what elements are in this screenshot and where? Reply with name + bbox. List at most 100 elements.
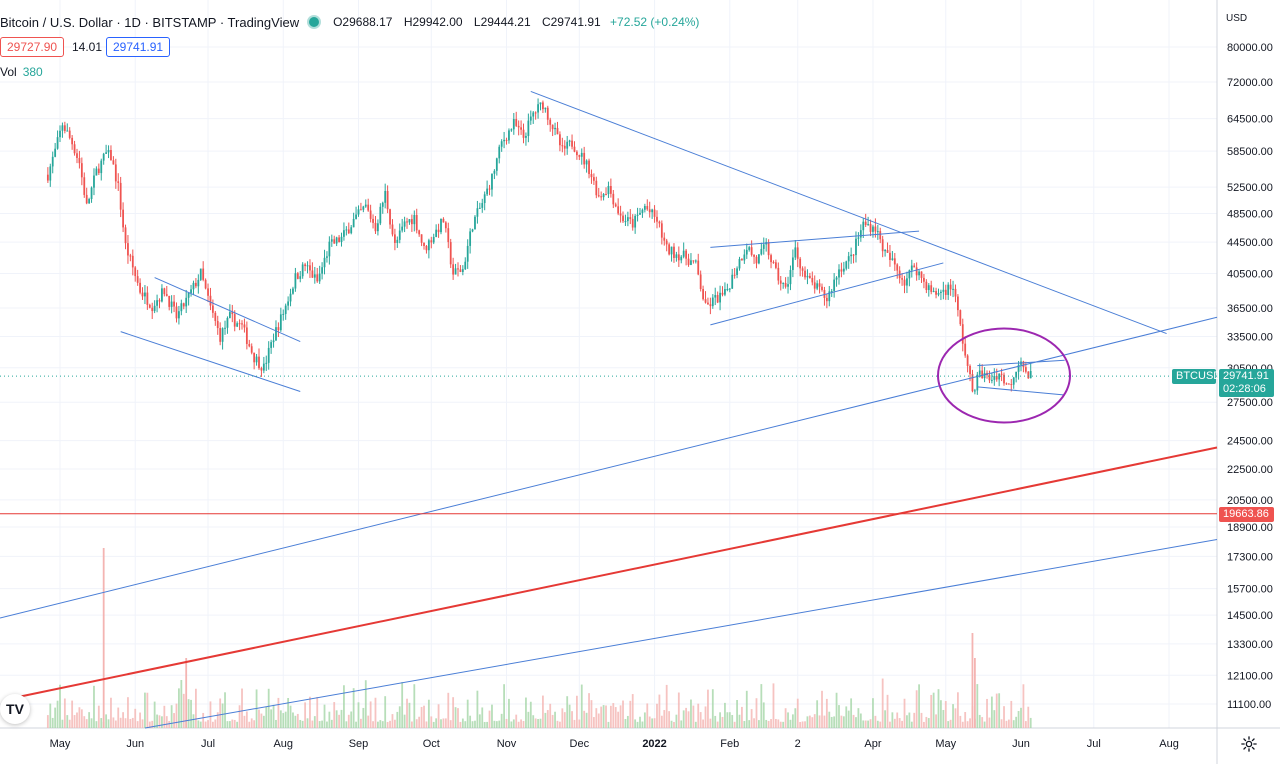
candle-body xyxy=(345,229,348,231)
tradingview-logo[interactable]: TV xyxy=(0,694,30,724)
candle-body xyxy=(277,327,280,331)
volume-bar xyxy=(478,714,481,728)
candle-body xyxy=(304,264,307,267)
candle-body xyxy=(534,112,537,114)
candle-body xyxy=(602,194,605,198)
candle-body xyxy=(364,204,367,207)
candle-body xyxy=(228,312,231,318)
candle-body xyxy=(619,213,622,216)
volume-bar xyxy=(488,710,491,728)
volume-bar xyxy=(214,719,217,728)
candle-body xyxy=(258,356,260,369)
volume-bar xyxy=(112,717,115,728)
volume-bar xyxy=(228,721,231,728)
candle-body xyxy=(316,274,319,282)
volume-bar xyxy=(151,720,154,728)
volume-bar xyxy=(944,701,947,728)
candle-body xyxy=(835,277,838,280)
volume-bar xyxy=(59,684,61,728)
volume-bar xyxy=(736,700,738,728)
sell-price-button[interactable]: 29727.90 xyxy=(0,37,64,57)
volume-bar xyxy=(753,718,755,728)
candle-body xyxy=(192,282,195,290)
volume-bar xyxy=(355,721,357,728)
candle-body xyxy=(393,234,396,243)
volume-bar xyxy=(469,715,472,728)
volume-bar xyxy=(583,710,586,728)
volume-bar xyxy=(253,720,256,728)
candle-body xyxy=(663,237,666,241)
volume-bar xyxy=(347,714,350,728)
candle-body xyxy=(906,278,908,286)
volume-bar xyxy=(73,715,76,728)
candle-body xyxy=(704,299,707,303)
volume-bar xyxy=(777,719,780,728)
trendline xyxy=(710,230,920,248)
candle-body xyxy=(410,219,413,225)
candle-body xyxy=(124,227,127,244)
candle-body xyxy=(369,210,372,219)
volume-bar xyxy=(483,721,486,728)
volume-bar xyxy=(607,721,610,728)
volume-bar xyxy=(505,718,508,728)
candle-body xyxy=(158,300,161,302)
candle-body xyxy=(609,186,612,194)
candle-body xyxy=(90,187,93,200)
candle-body xyxy=(197,279,200,287)
candle-body xyxy=(675,254,678,258)
settings-gear-icon[interactable] xyxy=(1240,735,1258,753)
symbol-title[interactable]: Bitcoin / U.S. Dollar · 1D · BITSTAMP · … xyxy=(0,14,300,30)
candle-body xyxy=(512,119,515,130)
volume-bar xyxy=(660,715,663,728)
volume-bar xyxy=(1024,721,1027,728)
volume-bar xyxy=(522,720,525,728)
volume-bar xyxy=(682,710,685,728)
candle-body xyxy=(309,265,311,271)
volume-bar xyxy=(869,719,872,728)
volume-bar xyxy=(413,684,416,728)
candle-body xyxy=(653,209,656,217)
candle-body xyxy=(624,221,627,223)
volume-bar xyxy=(891,712,894,728)
candle-body xyxy=(318,273,321,282)
candle-body xyxy=(163,288,166,295)
candle-body xyxy=(721,292,724,295)
candle-body xyxy=(981,370,984,379)
candle-body xyxy=(517,125,520,128)
last-price-value: 29741.91 xyxy=(1223,370,1269,382)
volume-bar xyxy=(1027,706,1030,728)
candle-body xyxy=(801,268,804,271)
volume-bar xyxy=(105,714,108,728)
candle-body xyxy=(585,160,588,165)
buy-price-button[interactable]: 29741.91 xyxy=(106,37,170,57)
volume-bar xyxy=(165,716,168,728)
volume-bar xyxy=(360,718,362,728)
volume-bar xyxy=(459,721,462,728)
candle-body xyxy=(925,281,928,291)
volume-bar xyxy=(316,697,319,728)
candle-body xyxy=(592,177,595,181)
candle-body xyxy=(102,153,105,161)
candle-body xyxy=(151,307,154,312)
volume-bar xyxy=(1005,720,1008,728)
candle-body xyxy=(857,237,860,239)
volume-bar xyxy=(71,700,74,728)
open-value: O29688.17 xyxy=(333,15,393,29)
candle-body xyxy=(134,267,137,277)
volume-bar xyxy=(415,719,418,728)
volume-bar xyxy=(779,721,782,728)
candle-body xyxy=(61,125,64,131)
candle-body xyxy=(459,269,462,273)
volume-bar xyxy=(262,715,265,728)
candle-body xyxy=(670,246,673,255)
candle-body xyxy=(100,160,103,174)
volume-bar xyxy=(178,688,180,728)
volume-bar xyxy=(622,700,624,728)
volume-bar xyxy=(961,721,964,728)
candle-body xyxy=(493,170,496,174)
candle-body xyxy=(935,291,937,295)
candle-body xyxy=(338,237,340,243)
market-status-icon[interactable] xyxy=(309,17,320,27)
volume-bar xyxy=(258,709,260,728)
